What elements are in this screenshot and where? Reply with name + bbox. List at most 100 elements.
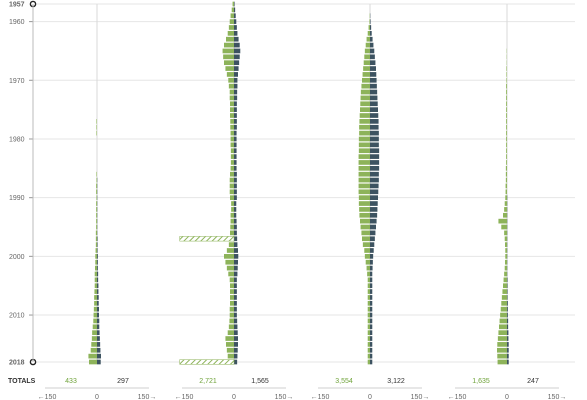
bar-left — [359, 119, 370, 124]
bar-left — [359, 207, 370, 212]
bar-left — [359, 130, 370, 136]
bar-right — [507, 318, 509, 324]
bar-left — [362, 236, 370, 242]
year-tick-label: 2018 — [9, 360, 25, 367]
bar-left — [359, 124, 370, 130]
bar-left — [506, 95, 507, 101]
bar-left — [358, 136, 370, 142]
bar-right — [234, 359, 238, 365]
bar-right — [507, 324, 509, 330]
bar-right — [370, 136, 379, 142]
value-tick-label: ←150 — [38, 394, 57, 400]
bar-left — [228, 77, 234, 83]
bar-left — [228, 25, 234, 30]
bar-left — [504, 271, 507, 277]
bar-left — [230, 212, 234, 218]
bar-left-hatched — [179, 236, 235, 242]
bar-left — [364, 48, 370, 54]
bar-right — [370, 277, 373, 283]
bar-right — [234, 165, 237, 171]
bar-right — [97, 336, 100, 341]
bar-left — [229, 177, 234, 183]
bar-right — [234, 42, 240, 48]
bar-right — [370, 107, 378, 112]
bar-right — [507, 330, 509, 336]
bar-left — [506, 107, 507, 112]
bar-right — [234, 13, 236, 19]
bar-left — [361, 230, 370, 236]
bar-left — [505, 177, 507, 183]
bar-left — [96, 195, 97, 201]
bar-right — [234, 66, 239, 71]
bar-right — [234, 277, 237, 283]
bar-left — [231, 7, 234, 13]
bar-left — [505, 242, 507, 247]
bar-right — [97, 347, 101, 353]
bar-left — [224, 60, 234, 66]
bar-left — [230, 224, 234, 230]
bar-right — [370, 177, 379, 183]
bar-right — [234, 230, 237, 236]
bar-right — [97, 342, 101, 347]
bar-left — [499, 318, 507, 324]
bar-left — [229, 183, 234, 189]
bar-left — [94, 271, 97, 277]
bar-right — [370, 312, 373, 318]
bar-left — [369, 19, 370, 24]
bar-left — [358, 189, 370, 195]
bar-left — [95, 236, 97, 242]
bar-left — [230, 218, 234, 224]
bar-right — [234, 306, 237, 312]
bar-right — [234, 119, 237, 124]
bar-left — [367, 289, 370, 294]
bar-left — [504, 201, 507, 206]
bar-left — [360, 218, 370, 224]
grid-layer — [30, 3, 575, 363]
bar-left — [499, 324, 507, 330]
bar-left — [225, 259, 234, 265]
bar-right — [370, 142, 379, 148]
total-left-value: 433 — [65, 378, 77, 385]
bar-right — [370, 25, 372, 30]
bar-right — [234, 95, 238, 101]
bar-right — [370, 195, 378, 201]
bar-left — [504, 265, 507, 271]
bar-left — [360, 101, 370, 107]
bar-left — [367, 295, 370, 300]
bar-left — [367, 330, 370, 336]
bar-right — [370, 89, 378, 95]
bar-left — [89, 359, 97, 365]
bar-left — [503, 283, 507, 289]
bar-left — [226, 347, 234, 353]
bar-left — [230, 136, 234, 142]
bar-left — [228, 83, 234, 89]
bar-left — [230, 195, 234, 201]
bar-left — [88, 353, 97, 359]
bar-right — [234, 19, 237, 24]
bar-left — [96, 130, 97, 136]
bar-left — [361, 83, 370, 89]
bar-right — [234, 312, 237, 318]
bar-left — [358, 154, 370, 159]
bar-left — [360, 95, 370, 101]
totals-label: TOTALS — [8, 378, 36, 385]
bar-right — [370, 54, 375, 60]
bar-right — [370, 212, 378, 218]
bar-right — [507, 289, 508, 294]
bar-left — [227, 30, 234, 36]
bar-left — [230, 119, 234, 124]
bar-right — [370, 36, 373, 42]
bar-left — [501, 295, 507, 300]
bar-left — [367, 318, 370, 324]
bar-left — [95, 248, 97, 253]
bar-right — [234, 60, 240, 66]
bar-right — [370, 124, 379, 130]
bar-right — [97, 318, 100, 324]
bar-right — [370, 259, 373, 265]
bar-left — [362, 72, 370, 77]
bar-left — [506, 83, 507, 89]
bar-right — [370, 207, 378, 212]
bar-left — [358, 201, 370, 206]
bar-right — [97, 300, 99, 306]
bar-right — [370, 101, 378, 107]
